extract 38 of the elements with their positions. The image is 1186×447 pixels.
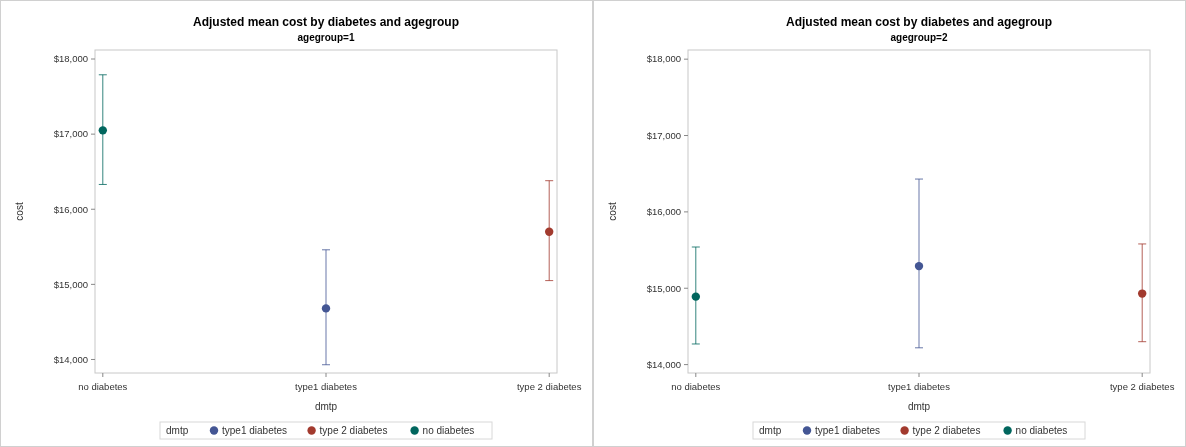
- y-axis-title: cost: [14, 202, 25, 221]
- point: [544, 227, 554, 236]
- x-axis-title: dmtp: [907, 401, 931, 412]
- point: [98, 126, 108, 135]
- y-axis-title: cost: [607, 202, 618, 221]
- y-tick-label: $16,000: [646, 206, 681, 218]
- x-axis-title: dmtp: [314, 401, 338, 412]
- x-tick-label: type 2 diabetes: [1109, 381, 1175, 392]
- chart-subtitle: agegroup=2: [890, 32, 948, 43]
- legend-label: no diabetes: [422, 425, 475, 436]
- chart-subtitle: agegroup=1: [297, 32, 355, 43]
- point: [1137, 289, 1147, 298]
- point: [914, 261, 924, 271]
- legend-label: no diabetes: [1015, 425, 1068, 436]
- y-tick-label: $16,000: [53, 203, 88, 215]
- y-tick-label: $18,000: [53, 53, 88, 65]
- chart-title: Adjusted mean cost by diabetes and agegroup: [192, 15, 460, 29]
- legend-label: type 2 diabetes: [912, 425, 981, 436]
- x-tick-label: no diabetes: [671, 381, 721, 392]
- point: [321, 304, 331, 313]
- x-tick-label: type 2 diabetes: [516, 381, 582, 392]
- legend-label: type1 diabetes: [815, 425, 881, 436]
- chart-title: Adjusted mean cost by diabetes and agegroup: [785, 15, 1053, 29]
- y-tick-label: $15,000: [646, 282, 681, 294]
- x-tick-label: type1 diabetes: [888, 381, 951, 392]
- y-tick-label: $18,000: [646, 53, 681, 65]
- legend-title: dmtp: [166, 425, 189, 436]
- y-tick-label: $17,000: [646, 129, 681, 141]
- point: [691, 292, 701, 301]
- legend-title: dmtp: [759, 425, 782, 436]
- legend-label: type1 diabetes: [222, 425, 288, 436]
- legend-label: type 2 diabetes: [319, 425, 388, 436]
- x-tick-label: no diabetes: [78, 381, 128, 392]
- y-tick-label: $14,000: [646, 358, 681, 370]
- y-tick-label: $17,000: [53, 128, 88, 140]
- x-tick-label: type1 diabetes: [295, 381, 358, 392]
- y-tick-label: $14,000: [53, 353, 88, 365]
- y-tick-label: $15,000: [53, 278, 88, 290]
